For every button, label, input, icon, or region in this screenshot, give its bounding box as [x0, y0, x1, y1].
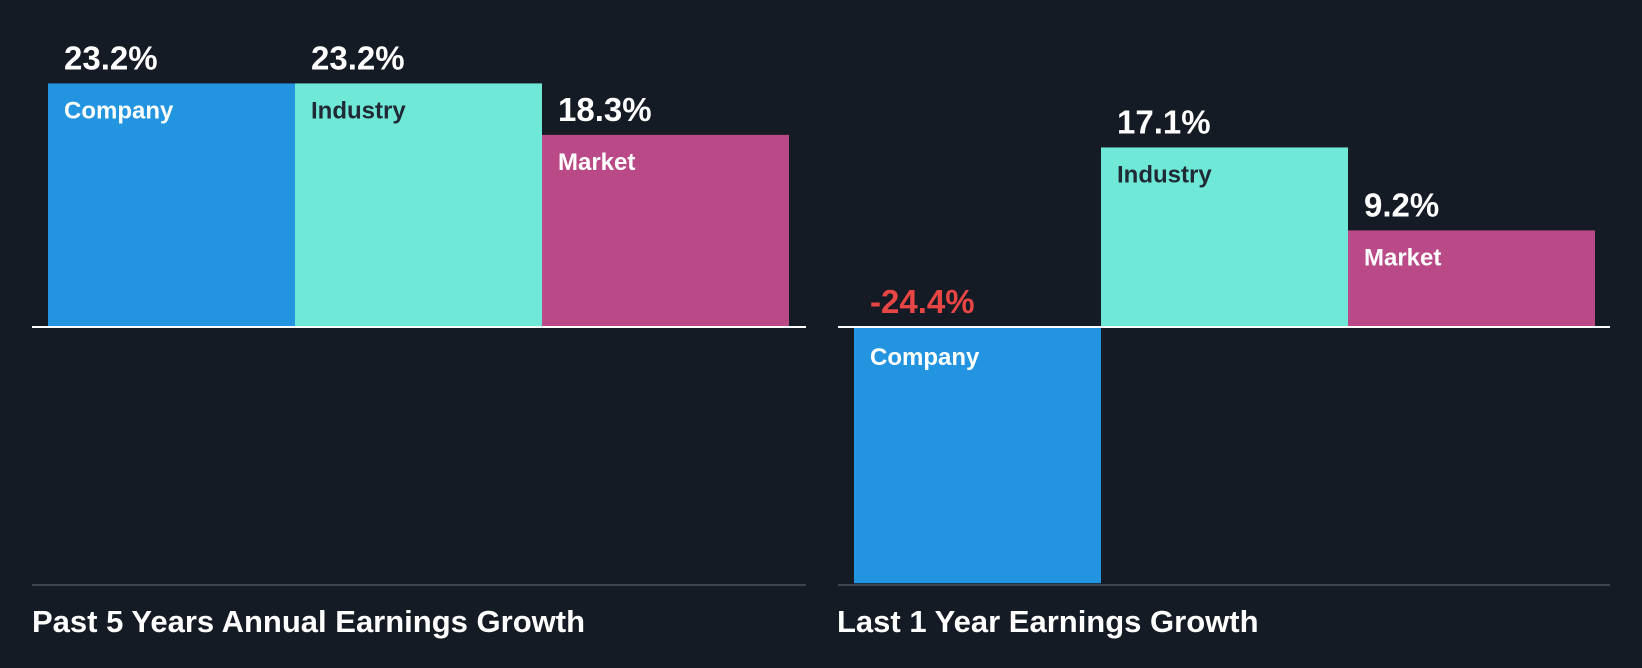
last-1y-company-bar — [854, 327, 1101, 584]
past-5y-industry-value-label: 23.2% — [311, 39, 405, 76]
past-5y-market-bar — [542, 134, 789, 327]
last-1y-company-category-label: Company — [870, 344, 980, 371]
last-1-year-title: Last 1 Year Earnings Growth — [837, 604, 1259, 639]
past-5y-company-category-label: Company — [64, 97, 174, 124]
last-1y-market-bar — [1348, 230, 1595, 327]
last-1y-market-value-label: 9.2% — [1364, 186, 1439, 223]
last-1y-industry-bar — [1101, 147, 1348, 327]
last-1y-industry-value-label: 17.1% — [1117, 103, 1211, 140]
past-5y-company-bar — [48, 83, 295, 328]
last-1y-company-value-label: -24.4% — [870, 283, 975, 320]
past-5y-market-category-label: Market — [558, 149, 635, 176]
past-5y-market-value-label: 18.3% — [558, 91, 652, 128]
last-1y-market-category-label: Market — [1364, 244, 1441, 271]
last-1y-industry-category-label: Industry — [1117, 161, 1212, 188]
past-5-years-title: Past 5 Years Annual Earnings Growth — [32, 604, 586, 639]
past-5y-industry-category-label: Industry — [311, 97, 406, 124]
past-5y-industry-bar — [295, 83, 542, 328]
past-5y-company-value-label: 23.2% — [64, 39, 158, 76]
